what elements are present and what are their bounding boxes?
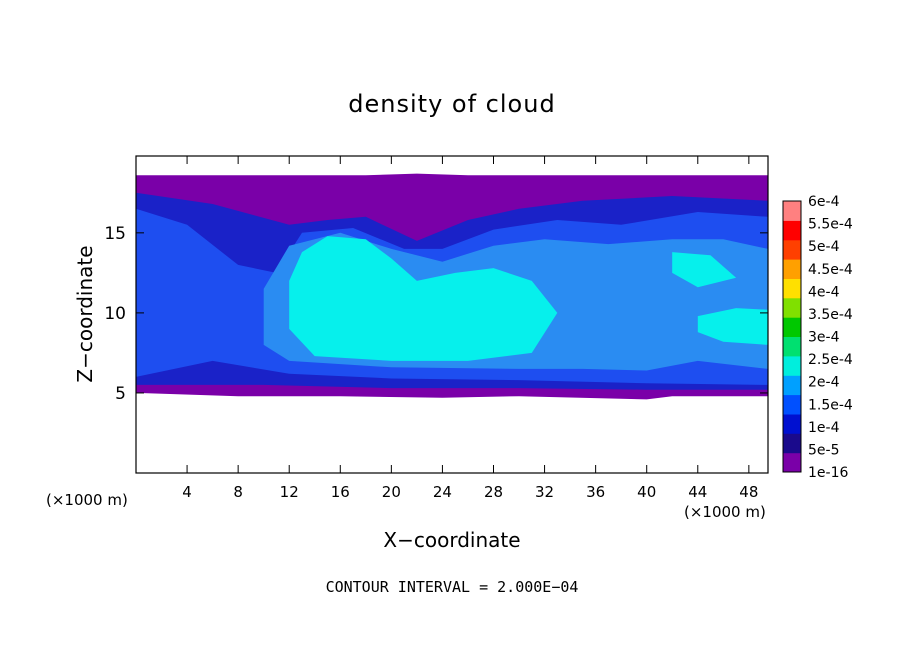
colorbar-swatch bbox=[783, 239, 801, 260]
x-axis-label: X−coordinate bbox=[383, 528, 520, 552]
x-tick-label: 8 bbox=[233, 483, 243, 501]
colorbar-label: 2e-4 bbox=[808, 375, 840, 391]
contour-interval-footer: CONTOUR INTERVAL = 2.000E−04 bbox=[326, 578, 579, 596]
x-tick-label: 12 bbox=[280, 483, 299, 501]
colorbar-label: 3e-4 bbox=[808, 330, 840, 346]
heatmap-region-6 bbox=[697, 308, 768, 345]
colorbar-swatch bbox=[783, 355, 801, 376]
colorbar-label: 3.5e-4 bbox=[808, 307, 853, 323]
x-axis-ticks: 4 8 12 16 20 24 28 32 36 40 44 48 bbox=[182, 156, 758, 501]
colorbar-swatch bbox=[783, 297, 801, 318]
colorbar-label: 4.5e-4 bbox=[808, 262, 853, 278]
colorbar-label: 4e-4 bbox=[808, 284, 840, 300]
heatmap-layer bbox=[136, 173, 768, 400]
heatmap-region-4 bbox=[289, 236, 558, 361]
colorbar-frame bbox=[782, 200, 802, 473]
colorbar-label: 6e-4 bbox=[808, 194, 840, 210]
x-unit-right: (×1000 m) bbox=[684, 503, 766, 521]
x-tick-label: 32 bbox=[535, 483, 554, 501]
x-tick-label: 4 bbox=[182, 483, 192, 501]
colorbar-swatch bbox=[783, 201, 801, 221]
x-tick-label: 16 bbox=[331, 483, 350, 501]
colorbar-swatch bbox=[783, 259, 801, 279]
x-tick-label: 36 bbox=[586, 483, 605, 501]
colorbar-swatch bbox=[783, 394, 801, 415]
chart-title: density of cloud bbox=[348, 90, 555, 118]
colorbar-label: 5e-5 bbox=[808, 442, 839, 458]
colorbar-swatch bbox=[783, 452, 801, 473]
y-tick-label: 15 bbox=[104, 224, 126, 244]
x-tick-label: 28 bbox=[484, 483, 503, 501]
colorbar: 1e-16 5e-5 1e-4 1.5e-4 2e-4 2.5e-4 3e-4 3.5e-4 4… bbox=[782, 194, 853, 481]
plot-frame bbox=[135, 155, 769, 474]
y-tick-label: 10 bbox=[104, 304, 126, 324]
colorbar-label: 1e-4 bbox=[808, 420, 840, 436]
colorbar-label: 5e-4 bbox=[808, 239, 840, 255]
colorbar-swatch bbox=[783, 413, 801, 434]
colorbar-label: 1.5e-4 bbox=[808, 397, 853, 413]
y-axis-ticks: 5 10 15 bbox=[104, 224, 768, 404]
x-tick-label: 44 bbox=[688, 483, 707, 501]
heatmap-region-5 bbox=[672, 252, 737, 288]
colorbar-label: 1e-16 bbox=[808, 465, 848, 481]
colorbar-swatch bbox=[783, 375, 801, 396]
colorbar-swatch bbox=[783, 433, 801, 454]
colorbar-swatch bbox=[783, 220, 801, 241]
colorbar-swatch bbox=[783, 336, 801, 357]
x-tick-label: 20 bbox=[382, 483, 401, 501]
colorbar-label: 5.5e-4 bbox=[808, 217, 853, 233]
x-tick-label: 48 bbox=[739, 483, 758, 501]
colorbar-swatch bbox=[783, 278, 801, 299]
x-tick-label: 24 bbox=[433, 483, 452, 501]
x-tick-label: 40 bbox=[637, 483, 656, 501]
y-tick-label: 5 bbox=[115, 384, 126, 404]
x-unit-left: (×1000 m) bbox=[46, 491, 128, 509]
colorbar-label: 2.5e-4 bbox=[808, 352, 853, 368]
y-axis-label: Z−coordinate bbox=[73, 245, 97, 382]
colorbar-swatch bbox=[783, 317, 801, 337]
